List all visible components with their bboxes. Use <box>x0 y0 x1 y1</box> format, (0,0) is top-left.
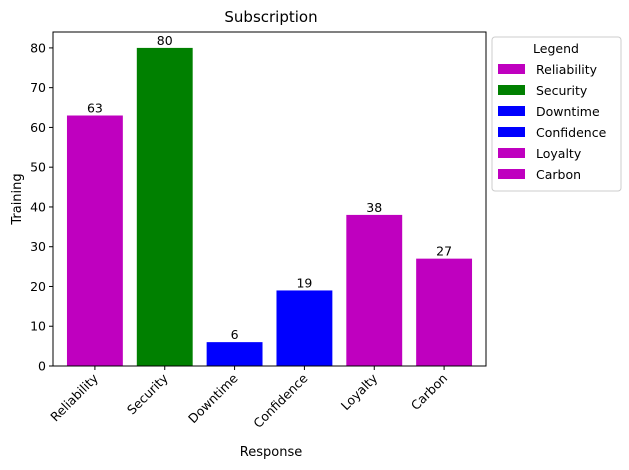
data-label: 19 <box>296 275 312 290</box>
legend-swatch <box>498 64 525 74</box>
y-tick-label: 40 <box>30 199 46 214</box>
y-axis-label: Training <box>10 173 25 225</box>
legend-entry-label: Carbon <box>536 167 581 182</box>
y-tick-label: 0 <box>38 359 46 374</box>
legend-entry-label: Confidence <box>536 125 607 140</box>
y-tick-label: 30 <box>30 239 46 254</box>
bar-security <box>136 47 193 367</box>
y-tick-label: 20 <box>30 279 46 294</box>
x-tick-label: Loyalty <box>338 370 381 413</box>
plot-area: 0 10 20 30 40 50 60 70 80 63 Reliability 80 Security… <box>30 33 473 431</box>
data-label: 63 <box>87 101 103 116</box>
legend-swatch <box>498 85 525 95</box>
bar-loyalty <box>346 214 403 366</box>
x-tick-label: Reliability <box>47 370 101 424</box>
data-label: 80 <box>157 33 173 48</box>
chart-title: Subscription <box>224 8 317 26</box>
data-label: 6 <box>231 327 239 342</box>
x-tick-label: Carbon <box>408 371 450 413</box>
legend-swatch <box>498 148 525 158</box>
data-label: 27 <box>436 244 452 259</box>
legend-entry-label: Security <box>536 83 588 98</box>
plot-frame <box>52 31 487 367</box>
x-tick-label: Security <box>124 370 171 417</box>
y-tick-label: 70 <box>30 80 46 95</box>
bar-downtime <box>206 342 263 366</box>
y-tick-label: 10 <box>30 319 46 334</box>
legend-swatch <box>498 127 525 137</box>
bar-carbon <box>416 258 473 366</box>
legend: Legend Reliability Security Downtime Confid… <box>491 36 622 192</box>
legend-swatch <box>498 106 525 116</box>
y-tick-label: 50 <box>30 160 46 175</box>
legend-swatch <box>498 169 525 179</box>
y-tick-label: 60 <box>30 120 46 135</box>
legend-entry-label: Loyalty <box>536 146 582 161</box>
y-tick-label: 80 <box>30 40 46 55</box>
x-axis-label: Response <box>240 445 302 460</box>
bar-confidence <box>276 290 333 366</box>
data-label: 38 <box>366 200 382 215</box>
x-tick-label: Confidence <box>250 370 311 431</box>
legend-title: Legend <box>533 41 579 56</box>
legend-entry-label: Reliability <box>536 62 598 77</box>
x-tick-label: Downtime <box>185 370 241 426</box>
legend-entry-label: Downtime <box>536 104 600 119</box>
bar-reliability <box>66 115 123 366</box>
